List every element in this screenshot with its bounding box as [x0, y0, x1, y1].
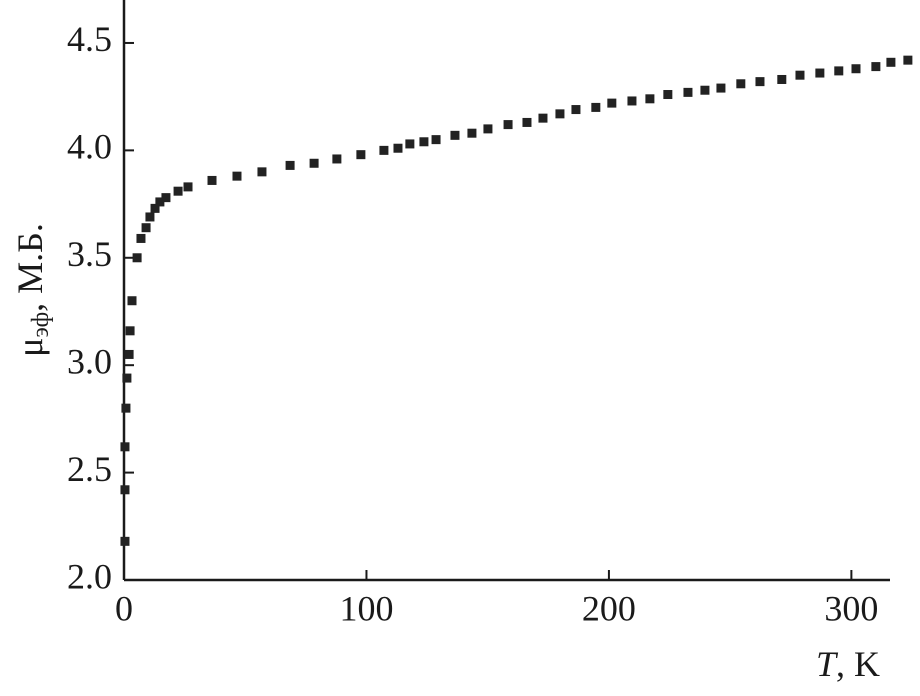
data-point: [207, 175, 217, 185]
data-point: [663, 90, 673, 100]
data-point: [120, 485, 130, 495]
y-tick-label: 3.0: [67, 341, 112, 381]
y-label-sub: эф: [28, 312, 54, 338]
data-point: [121, 403, 131, 413]
data-point: [716, 83, 726, 93]
data-point: [419, 137, 429, 147]
data-point: [591, 102, 601, 112]
data-point: [161, 193, 171, 203]
data-point: [450, 130, 460, 140]
x-axis-label: T, K: [816, 644, 880, 684]
data-point: [871, 62, 881, 72]
data-point: [815, 68, 825, 78]
y-tick-label: 4.5: [67, 19, 112, 59]
data-point: [777, 74, 787, 84]
y-label-symbol: μ: [10, 338, 50, 357]
data-point: [683, 87, 693, 97]
data-point: [136, 233, 146, 243]
data-point: [538, 113, 548, 123]
x-tick-label: 200: [582, 588, 636, 628]
data-point: [145, 212, 155, 222]
data-point: [127, 296, 137, 306]
data-point: [736, 79, 746, 89]
data-point: [886, 57, 896, 67]
data-point: [393, 143, 403, 153]
data-point: [132, 253, 142, 263]
data-point: [150, 203, 160, 213]
x-label-var: T: [816, 644, 839, 684]
data-point: [834, 66, 844, 76]
y-tick-label: 2.0: [67, 556, 112, 596]
x-tick-label: 100: [339, 588, 393, 628]
data-point: [645, 94, 655, 104]
x-label-unit: , K: [836, 644, 880, 684]
y-tick-label: 2.5: [67, 449, 112, 489]
x-tick-label: 0: [115, 588, 133, 628]
y-tick-label: 4.0: [67, 127, 112, 167]
data-point: [125, 326, 135, 336]
y-axis-label: μэф, М.Б.: [10, 223, 53, 357]
data-point: [795, 70, 805, 80]
x-tick-label: 300: [824, 588, 878, 628]
data-point: [173, 186, 183, 196]
data-point: [232, 171, 242, 181]
data-point: [627, 96, 637, 106]
data-point: [607, 98, 617, 108]
data-point: [555, 109, 565, 119]
data-point: [356, 150, 366, 160]
data-point: [122, 373, 132, 383]
data-point: [285, 160, 295, 170]
data-point: [700, 85, 710, 95]
y-tick-label: 3.5: [67, 234, 112, 274]
data-point: [141, 223, 151, 233]
data-point: [120, 536, 130, 546]
data-point: [379, 145, 389, 155]
data-point: [257, 167, 267, 177]
data-point: [571, 105, 581, 115]
data-point: [120, 442, 130, 452]
data-point: [755, 77, 765, 87]
data-point: [155, 197, 165, 207]
data-point: [405, 139, 415, 149]
data-point: [503, 120, 513, 130]
data-point: [431, 135, 441, 145]
data-point: [124, 349, 134, 359]
data-point: [851, 64, 861, 74]
y-label-unit: , М.Б.: [10, 223, 50, 312]
data-point: [483, 124, 493, 134]
data-point: [903, 55, 913, 65]
data-point: [522, 117, 532, 127]
data-point: [183, 182, 193, 192]
data-point: [467, 128, 477, 138]
data-point: [332, 154, 342, 164]
data-point: [309, 158, 319, 168]
